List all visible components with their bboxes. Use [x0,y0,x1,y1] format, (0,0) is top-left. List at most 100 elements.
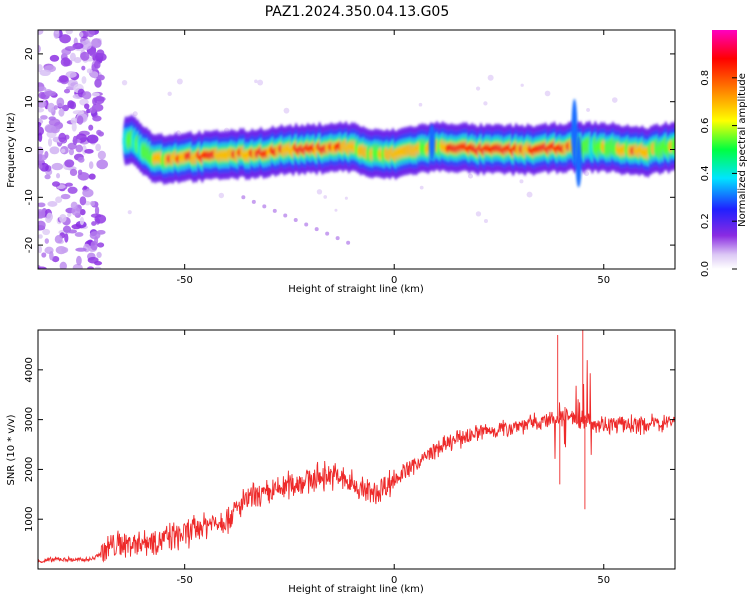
noise-dot [121,79,128,86]
x-tick-label: 0 [391,275,397,286]
noise-blob [73,56,82,64]
spectrogram-axes: -50 0 50 -20 -10 0 10 20 [24,30,675,286]
colorbar-axes: 0.0 0.2 0.4 0.6 0.8 [700,70,737,277]
noise-blob [64,46,76,52]
noise-blob [55,196,63,203]
noise-blob [84,148,94,154]
noise-dot [323,195,327,199]
noise-blob [41,252,47,258]
noise-blob [79,31,84,38]
noise-blob [44,238,49,244]
noise-blob [86,108,91,114]
noise-blob [94,205,100,216]
noise-dot [467,173,474,179]
noise-blob [97,150,106,160]
noise-blob [92,115,102,122]
noise-blob [49,54,60,62]
noise-dot [176,130,181,135]
noise-blob [80,51,90,61]
colorbar-gradient [712,30,737,269]
noise-blob [38,107,45,113]
noise-blob [51,181,61,187]
y-tick-label: 2000 [24,457,35,482]
noise-blob [82,188,94,198]
noise-blob [86,68,93,74]
noise-blob [90,200,96,207]
noise-blob [56,173,61,179]
noise-dot [283,107,290,114]
x-tick-label: 50 [597,275,610,286]
noise-dot [475,86,481,91]
noise-blob [38,64,43,73]
noise-dot [611,97,618,103]
noise-blob [38,44,41,54]
noise-blob [38,245,43,254]
noise-blob [65,30,73,35]
noise-blob [47,138,53,147]
noise-blob [38,266,47,269]
noise-dot [483,101,488,106]
noise-dot [418,102,423,107]
noise-blob [96,129,102,136]
noise-blob [90,38,102,49]
noise-blob [94,78,102,88]
noise-blob [49,146,60,155]
x-tick-label: 50 [597,575,610,586]
snr-frame [37,329,676,570]
spectrogram-panel: -50 0 50 -20 -10 0 10 20 Height of straight lin… [6,29,676,295]
noise-blob [38,30,44,35]
noise-blob [60,57,71,67]
noise-blob [76,255,82,266]
noise-blob [42,228,51,236]
colorbar-tick-label: 0.6 [700,118,711,134]
spectrogram-xlabel: Height of straight line (km) [288,284,424,295]
noise-dot [544,90,551,97]
streak-dot [262,204,267,209]
noise-blob [39,69,51,77]
noise-blob [95,143,101,152]
colorbar: 0.0 0.2 0.4 0.6 0.8 Normalized spectral ampl… [700,30,748,277]
y-tick-label: 3000 [24,407,35,432]
noise-blob [81,65,86,71]
x-tick-label: -50 [177,575,193,586]
noise-dot [475,211,482,217]
streak-dot [335,236,340,241]
vertical-feature [428,124,435,161]
noise-blob [75,144,83,153]
noise-blob [38,234,43,239]
noise-blob [68,148,75,156]
noise-dot [526,191,533,198]
snr-ylabel: SNR (10 * v/v) [6,414,17,485]
streak-dot [251,199,256,204]
noise-blob [94,214,107,224]
noise-blob [89,231,101,240]
noise-blob [58,132,67,143]
noise-blob [67,212,72,218]
noise-blob [80,40,92,50]
noise-blob [77,169,83,176]
noise-blob [79,196,87,206]
streak-dot [272,208,277,213]
noise-blob [97,242,105,248]
streak-dot [304,222,309,227]
noise-dot [483,218,488,224]
y-tick-label: -10 [24,189,35,205]
noise-dot [520,83,524,87]
noise-dot [316,189,323,195]
noise-blob [38,220,46,230]
noise-dot [127,210,132,215]
noise-blob [60,193,71,200]
noise-blob [86,30,95,38]
noise-blob [40,115,48,120]
noise-blob [72,42,84,50]
noise-blob [69,168,78,177]
noise-blob [84,103,90,110]
noise-blob [89,107,96,114]
noise-blob [65,71,77,78]
noise-dot [132,111,138,117]
noise-blob [45,124,57,133]
noise-blob [38,202,46,208]
noise-dot [218,192,225,199]
noise-blob [67,186,78,194]
noise-blob [93,95,105,105]
